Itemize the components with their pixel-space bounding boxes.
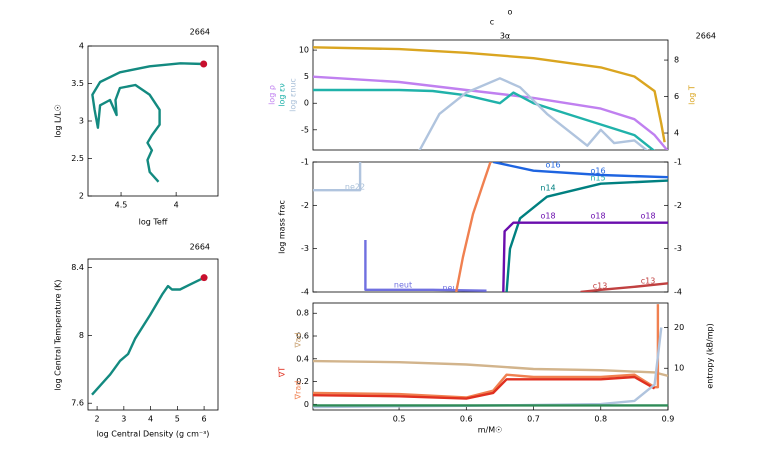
y-tick-label: 0.2 (296, 377, 309, 386)
series-line (313, 375, 656, 400)
y-axis-label: log Central Temperature (K) (54, 279, 63, 390)
y-tick-label: -1 (301, 158, 309, 167)
panel-title: 2664 (696, 32, 716, 41)
y2-tick-label: 8 (674, 56, 679, 65)
y2-tick-label: 4 (674, 129, 679, 138)
x-axis-label: log Teff (139, 218, 168, 227)
x-tick-label: 4 (174, 201, 179, 210)
y2-tick-label: 6 (674, 92, 679, 101)
y-tick-label: 0 (304, 99, 309, 108)
plot-frame (87, 258, 219, 411)
y-tick-label: -3 (301, 244, 309, 253)
series-line (502, 221, 668, 292)
x-tick-label: 0.5 (393, 415, 406, 424)
series-line (313, 304, 660, 399)
y-tick-label: 3 (79, 117, 84, 126)
series-line (505, 179, 668, 292)
annotation: o16 (590, 167, 605, 176)
series-line (91, 62, 204, 183)
series-line (580, 282, 668, 292)
y-axis-label: ∇rad (294, 381, 303, 401)
x-tick-label: 0.6 (460, 415, 473, 424)
y-tick-label: 7.6 (71, 399, 84, 408)
x-tick-label: 4.5 (115, 201, 128, 210)
x-axis-label: m/M☉ (478, 426, 503, 435)
x-tick-label: 4 (148, 415, 153, 424)
plot-frame (312, 302, 669, 411)
series-line (91, 276, 205, 396)
annotation: o18 (640, 212, 655, 221)
y-tick-label: -2 (301, 201, 309, 210)
x-axis-label: log Central Density (g cm⁻³) (97, 430, 210, 439)
series-line (492, 162, 668, 179)
annotation: ne22 (345, 183, 365, 192)
annotation: o18 (590, 212, 605, 221)
y-tick-label: 5 (304, 72, 309, 81)
y2-axis-label: entropy (kB/mp) (706, 323, 715, 388)
end-marker (200, 274, 208, 282)
x-tick-label: 6 (202, 415, 207, 424)
y-tick-label: 0.6 (296, 332, 309, 341)
annotation: neu (442, 284, 457, 293)
y2-tick-label: 10 (674, 364, 684, 373)
series-line (364, 240, 487, 292)
x-tick-label: 5 (175, 415, 180, 424)
y-tick-label-right: -1 (674, 158, 682, 167)
series-line (313, 88, 656, 150)
series-line (418, 77, 649, 150)
y2-tick-label: 20 (674, 323, 684, 332)
annotation: n15 (590, 174, 605, 183)
x-tick-label: 3 (121, 415, 126, 424)
panel-title: 2664 (190, 28, 210, 37)
y-tick-label-right: -2 (674, 201, 682, 210)
series-line (313, 359, 668, 378)
annotation: o16 (545, 161, 560, 170)
x-tick-label: 0.9 (662, 415, 675, 424)
y-axis-label: log ρ (268, 85, 277, 105)
y-tick-label: 3.5 (71, 79, 84, 88)
y-axis-label: ∇T (278, 367, 287, 378)
y-tick-label: 8 (79, 331, 84, 340)
y-axis-label: log εnuc (289, 78, 298, 112)
y-tick-label: 0 (304, 400, 309, 409)
annotation: 3α (500, 32, 510, 41)
y-axis-label: log L/L☉ (54, 104, 63, 138)
y-tick-label: 0.8 (296, 309, 309, 318)
annotation: c13 (641, 277, 656, 286)
annotation: c (490, 18, 494, 27)
x-tick-label: 2 (95, 415, 100, 424)
y-tick-label: 10 (299, 46, 309, 55)
series-line (455, 162, 492, 292)
end-marker (200, 60, 208, 68)
panel-title: 2664 (190, 243, 210, 252)
annotation: o (508, 8, 513, 17)
series-line (313, 162, 362, 192)
y-tick-label-right: -3 (674, 244, 682, 253)
y-tick-label: 8.4 (71, 263, 84, 272)
series-line (313, 75, 668, 150)
annotation: neut (394, 281, 412, 290)
y-tick-label: 4 (79, 42, 84, 51)
annotation: n14 (540, 184, 555, 193)
plot-frame (312, 39, 669, 151)
y-axis-label: ∇ad (294, 332, 303, 348)
y2-axis-label: log T (688, 85, 697, 105)
y-tick-label: 2.5 (71, 154, 84, 163)
y-axis-label: log εν (278, 83, 287, 107)
y-tick-label: -4 (301, 288, 309, 297)
y-tick-label: 2 (79, 192, 84, 201)
y-tick-label-right: -4 (674, 288, 682, 297)
y-tick-label: 0.4 (296, 354, 309, 363)
y-axis-label: log mass frac (278, 200, 287, 254)
annotation: c13 (593, 282, 608, 291)
x-tick-label: 0.7 (527, 415, 540, 424)
x-tick-label: 0.8 (594, 415, 607, 424)
y-tick-label: -5 (301, 125, 309, 134)
series-line (313, 46, 666, 143)
annotation: o18 (540, 212, 555, 221)
